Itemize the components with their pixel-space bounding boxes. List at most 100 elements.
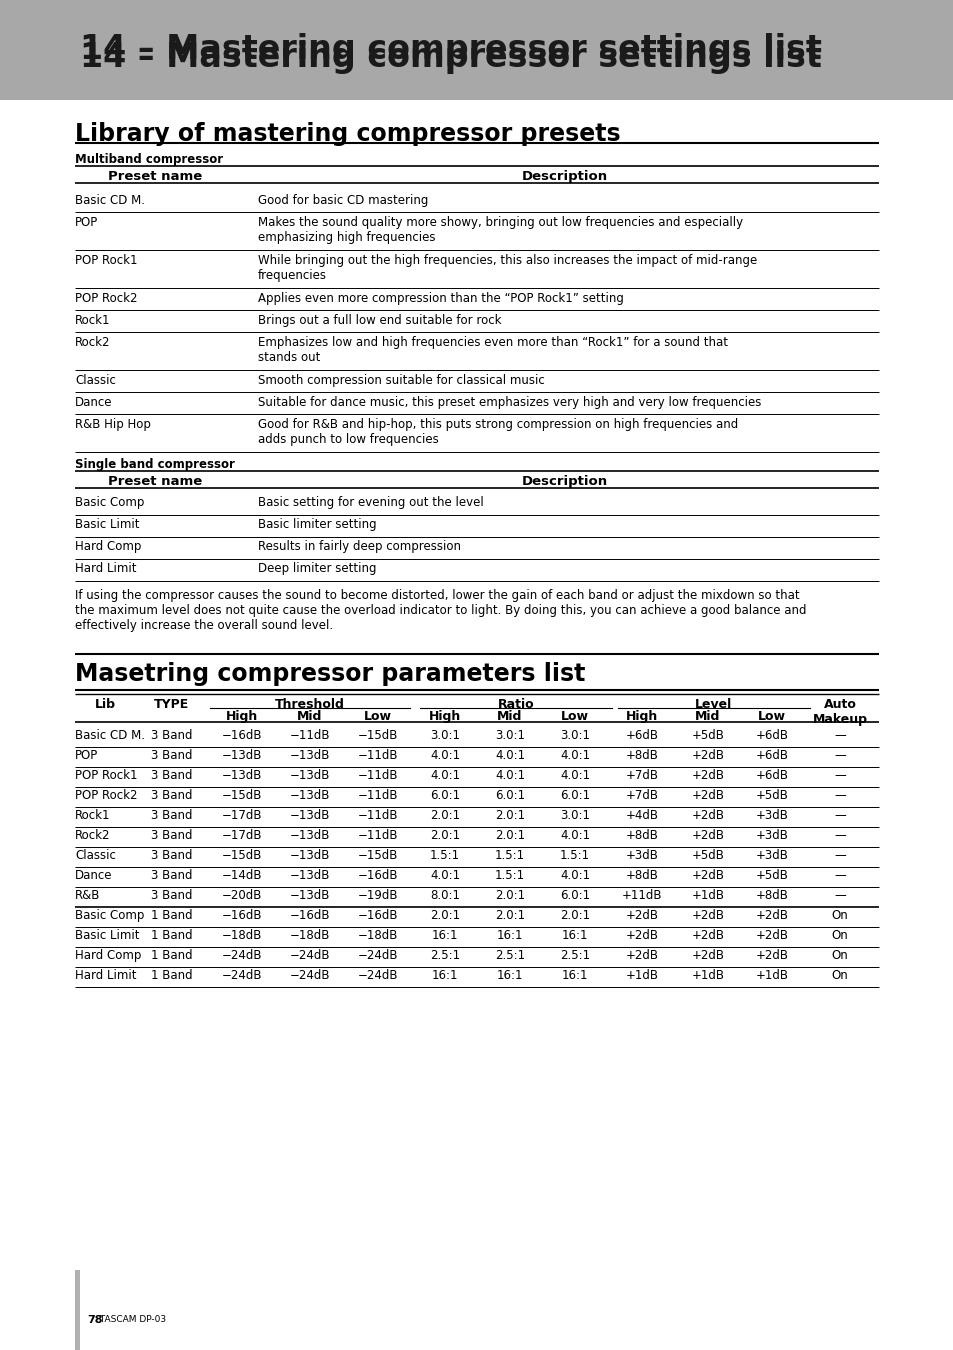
Text: 3 Band: 3 Band	[152, 749, 193, 761]
Text: +8dB: +8dB	[625, 869, 658, 882]
Text: Basic limiter setting: Basic limiter setting	[257, 518, 376, 531]
Text: the maximum level does not quite cause the overload indicator to light. By doing: the maximum level does not quite cause t…	[75, 603, 805, 617]
Text: 2.0:1: 2.0:1	[495, 909, 524, 922]
Text: —: —	[833, 788, 845, 802]
Text: R&B Hip Hop: R&B Hip Hop	[75, 418, 151, 431]
Text: −15dB: −15dB	[222, 788, 262, 802]
Text: —: —	[833, 849, 845, 863]
Text: +4dB: +4dB	[625, 809, 658, 822]
Text: −13dB: −13dB	[290, 788, 330, 802]
Text: 16:1: 16:1	[497, 929, 522, 942]
Text: +7dB: +7dB	[625, 788, 658, 802]
Text: −11dB: −11dB	[357, 749, 397, 761]
Text: POP Rock2: POP Rock2	[75, 788, 137, 802]
Text: 6.0:1: 6.0:1	[559, 890, 590, 902]
Text: −24dB: −24dB	[290, 969, 330, 981]
Text: 1 Band: 1 Band	[151, 929, 193, 942]
Text: −13dB: −13dB	[290, 869, 330, 882]
Text: −15dB: −15dB	[357, 729, 397, 742]
Text: 16:1: 16:1	[561, 929, 588, 942]
Text: −13dB: −13dB	[222, 749, 262, 761]
Text: —: —	[833, 769, 845, 782]
Text: +3dB: +3dB	[755, 809, 787, 822]
Text: +8dB: +8dB	[625, 749, 658, 761]
Text: 1.5:1: 1.5:1	[495, 869, 524, 882]
Text: 2.0:1: 2.0:1	[430, 909, 459, 922]
Text: POP Rock1: POP Rock1	[75, 254, 137, 267]
Text: POP Rock2: POP Rock2	[75, 292, 137, 305]
Text: +2dB: +2dB	[691, 749, 723, 761]
Text: Multiband compressor: Multiband compressor	[75, 153, 223, 166]
Text: On: On	[831, 949, 847, 963]
Bar	[75, 1270, 80, 1350]
Text: −16dB: −16dB	[290, 909, 330, 922]
Text: +5dB: +5dB	[755, 788, 787, 802]
Text: Classic: Classic	[75, 374, 115, 387]
Text: +6dB: +6dB	[625, 729, 658, 742]
Text: +1dB: +1dB	[691, 890, 723, 902]
Text: TYPE: TYPE	[154, 698, 190, 711]
Text: +8dB: +8dB	[755, 890, 787, 902]
Text: —: —	[833, 809, 845, 822]
Text: On: On	[831, 909, 847, 922]
Text: Good for basic CD mastering: Good for basic CD mastering	[257, 194, 428, 207]
Text: +2dB: +2dB	[625, 949, 658, 963]
Text: 2.0:1: 2.0:1	[430, 809, 459, 822]
Text: −24dB: −24dB	[357, 949, 397, 963]
Text: Emphasizes low and high frequencies even more than “Rock1” for a sound that
stan: Emphasizes low and high frequencies even…	[257, 336, 727, 364]
Text: 2.5:1: 2.5:1	[430, 949, 459, 963]
Text: 3 Band: 3 Band	[152, 809, 193, 822]
Text: −13dB: −13dB	[222, 769, 262, 782]
Text: +2dB: +2dB	[691, 788, 723, 802]
Text: +6dB: +6dB	[755, 729, 788, 742]
Text: Basic setting for evening out the level: Basic setting for evening out the level	[257, 495, 483, 509]
Text: 3 Band: 3 Band	[152, 769, 193, 782]
Text: +8dB: +8dB	[625, 829, 658, 842]
Text: +2dB: +2dB	[691, 809, 723, 822]
Text: 4.0:1: 4.0:1	[559, 869, 590, 882]
Text: effectively increase the overall sound level.: effectively increase the overall sound l…	[75, 620, 333, 632]
Text: −11dB: −11dB	[357, 809, 397, 822]
Text: 4.0:1: 4.0:1	[495, 749, 524, 761]
Text: 6.0:1: 6.0:1	[495, 788, 524, 802]
Text: −11dB: −11dB	[357, 788, 397, 802]
Text: −13dB: −13dB	[290, 769, 330, 782]
Text: Rock2: Rock2	[75, 829, 111, 842]
Text: −11dB: −11dB	[290, 729, 330, 742]
Text: Basic Comp: Basic Comp	[75, 495, 144, 509]
Text: −15dB: −15dB	[222, 849, 262, 863]
Text: −18dB: −18dB	[357, 929, 397, 942]
Text: 6.0:1: 6.0:1	[559, 788, 590, 802]
Text: Brings out a full low end suitable for rock: Brings out a full low end suitable for r…	[257, 315, 501, 327]
Text: −16dB: −16dB	[221, 729, 262, 742]
Text: Basic Limit: Basic Limit	[75, 518, 139, 531]
Text: 2.0:1: 2.0:1	[495, 890, 524, 902]
Text: Deep limiter setting: Deep limiter setting	[257, 562, 376, 575]
Text: −15dB: −15dB	[357, 849, 397, 863]
Text: Makes the sound quality more showy, bringing out low frequencies and especially
: Makes the sound quality more showy, brin…	[257, 216, 742, 244]
Text: +5dB: +5dB	[755, 869, 787, 882]
Text: —: —	[833, 869, 845, 882]
Text: Description: Description	[521, 170, 607, 184]
Text: Preset name: Preset name	[108, 475, 202, 487]
Text: −16dB: −16dB	[221, 909, 262, 922]
Text: 3 Band: 3 Band	[152, 729, 193, 742]
Text: Description: Description	[521, 475, 607, 487]
Text: Lib: Lib	[94, 698, 115, 711]
Text: 3 Band: 3 Band	[152, 788, 193, 802]
Text: +6dB: +6dB	[755, 769, 788, 782]
Text: −24dB: −24dB	[221, 949, 262, 963]
Text: Applies even more compression than the “POP Rock1” setting: Applies even more compression than the “…	[257, 292, 623, 305]
Text: −20dB: −20dB	[222, 890, 262, 902]
Text: −13dB: −13dB	[290, 749, 330, 761]
Text: Suitable for dance music, this preset emphasizes very high and very low frequenc: Suitable for dance music, this preset em…	[257, 396, 760, 409]
Text: −19dB: −19dB	[357, 890, 397, 902]
Text: Mid: Mid	[695, 710, 720, 724]
Text: +11dB: +11dB	[621, 890, 661, 902]
Text: +2dB: +2dB	[691, 829, 723, 842]
Text: 2.0:1: 2.0:1	[559, 909, 590, 922]
Text: 16:1: 16:1	[432, 929, 457, 942]
Text: 78: 78	[87, 1315, 102, 1324]
Text: −18dB: −18dB	[290, 929, 330, 942]
Text: Auto
Makeup: Auto Makeup	[812, 698, 866, 726]
